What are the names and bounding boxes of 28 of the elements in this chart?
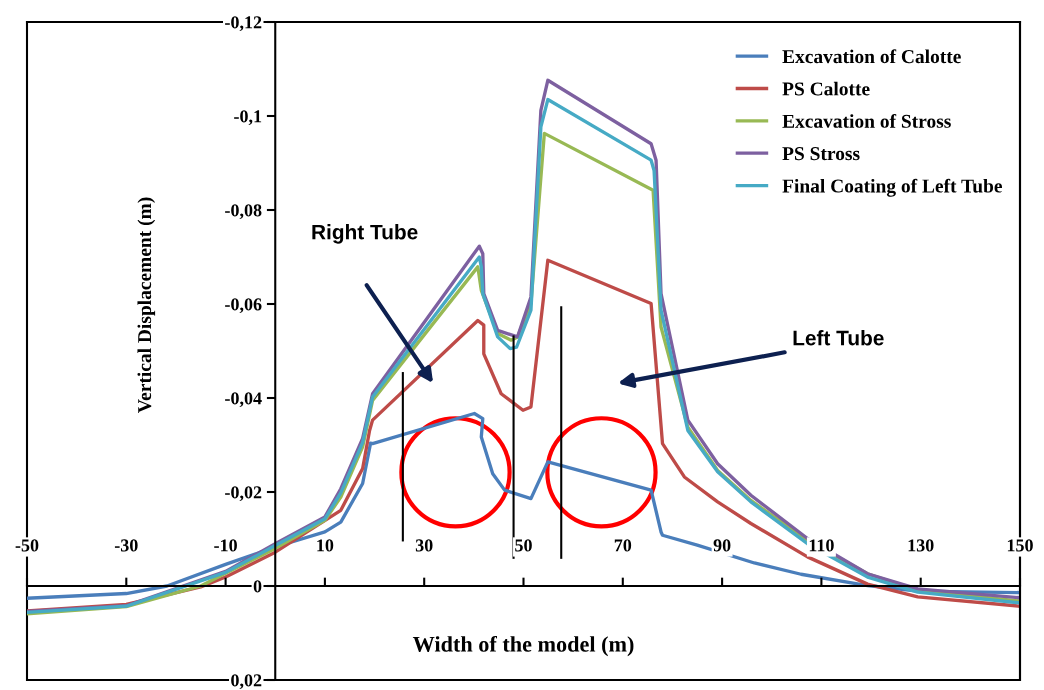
y-tick-label: 0,02 [231, 674, 262, 690]
y-tick-label: -0,1 [234, 110, 262, 126]
y-tick-label: -0,12 [225, 16, 262, 32]
x-tick-label: 90 [713, 539, 731, 552]
y-tick-label: -0,02 [225, 486, 262, 502]
x-tick-label: 30 [415, 539, 433, 552]
x-tick-label: 70 [614, 539, 632, 552]
legend-label: Excavation of Calotte [782, 49, 961, 64]
x-tick-label: -10 [214, 539, 237, 552]
legend-label: Excavation of Stross [782, 113, 951, 128]
legend-label: Final Coating of Left Tube [782, 178, 1002, 197]
x-tick-label: 130 [908, 539, 934, 552]
y-tick-label: -0,06 [225, 298, 262, 314]
y-axis-title: Vertical Displacement (m) [137, 197, 156, 413]
x-tick-label: -30 [114, 539, 138, 552]
annotation: Right Tube [312, 224, 418, 244]
x-tick-label: 150 [1007, 539, 1033, 552]
y-tick-label: -0,04 [225, 392, 262, 408]
legend-label: PS Stross [782, 147, 860, 161]
x-axis-title: Width of the model (m) [412, 635, 634, 657]
x-tick-label: -50 [15, 539, 39, 552]
y-tick-label: 0 [253, 580, 262, 593]
legend-label: PS Calotte [782, 81, 870, 96]
x-tick-label: 110 [809, 539, 834, 552]
x-tick-label: 50 [515, 539, 532, 552]
annotation: Left Tube [793, 330, 884, 346]
x-tick-label: 10 [317, 539, 334, 552]
y-tick-label: -0,08 [225, 204, 262, 220]
